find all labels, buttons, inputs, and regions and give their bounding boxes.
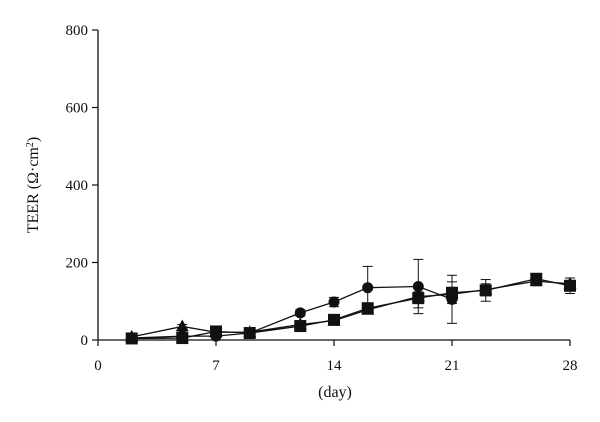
data-point-square [479, 284, 492, 297]
y-axis-label-main: TEER (Ω·cm [25, 147, 42, 234]
data-point-square [294, 320, 307, 333]
data-point-square [125, 332, 138, 345]
y-axis-label: TEER (Ω·cm2) [25, 137, 43, 233]
data-point-square [176, 332, 189, 345]
y-tick-label: 800 [66, 23, 89, 39]
y-tick-label: 200 [66, 256, 89, 272]
data-point-circle [294, 307, 306, 319]
x-tick-label: 7 [212, 358, 220, 374]
data-point-square [446, 286, 458, 299]
data-point-square [412, 292, 425, 305]
x-tick-label: 28 [563, 358, 578, 374]
data-point-triangle [175, 319, 189, 332]
data-point-circle [328, 296, 340, 308]
series-square [125, 272, 576, 345]
y-axis-label-sup: 2 [25, 142, 36, 147]
y-tick-label: 0 [81, 333, 89, 349]
data-point-square [210, 325, 222, 338]
series-layer [125, 258, 577, 345]
data-point-circle [362, 282, 374, 294]
data-point-square [243, 327, 256, 340]
data-point-square [530, 272, 543, 285]
series-circle [126, 258, 458, 344]
x-tick-label: 21 [445, 358, 460, 374]
data-point-square [564, 279, 576, 292]
y-tick-label: 600 [66, 101, 89, 117]
axes: 0 200 400 600 800 0 7 14 21 28 [66, 23, 578, 374]
data-point-square [328, 313, 340, 326]
data-point-circle [412, 281, 424, 293]
y-tick-label: 400 [66, 178, 89, 194]
x-axis-label: (day) [318, 384, 352, 401]
x-tick-label: 14 [327, 358, 343, 374]
series-line-triangle [131, 280, 571, 338]
y-axis-label-close: ) [25, 137, 42, 142]
x-tick-label: 0 [94, 358, 102, 374]
data-point-square [361, 302, 374, 315]
series-triangle [125, 274, 577, 342]
